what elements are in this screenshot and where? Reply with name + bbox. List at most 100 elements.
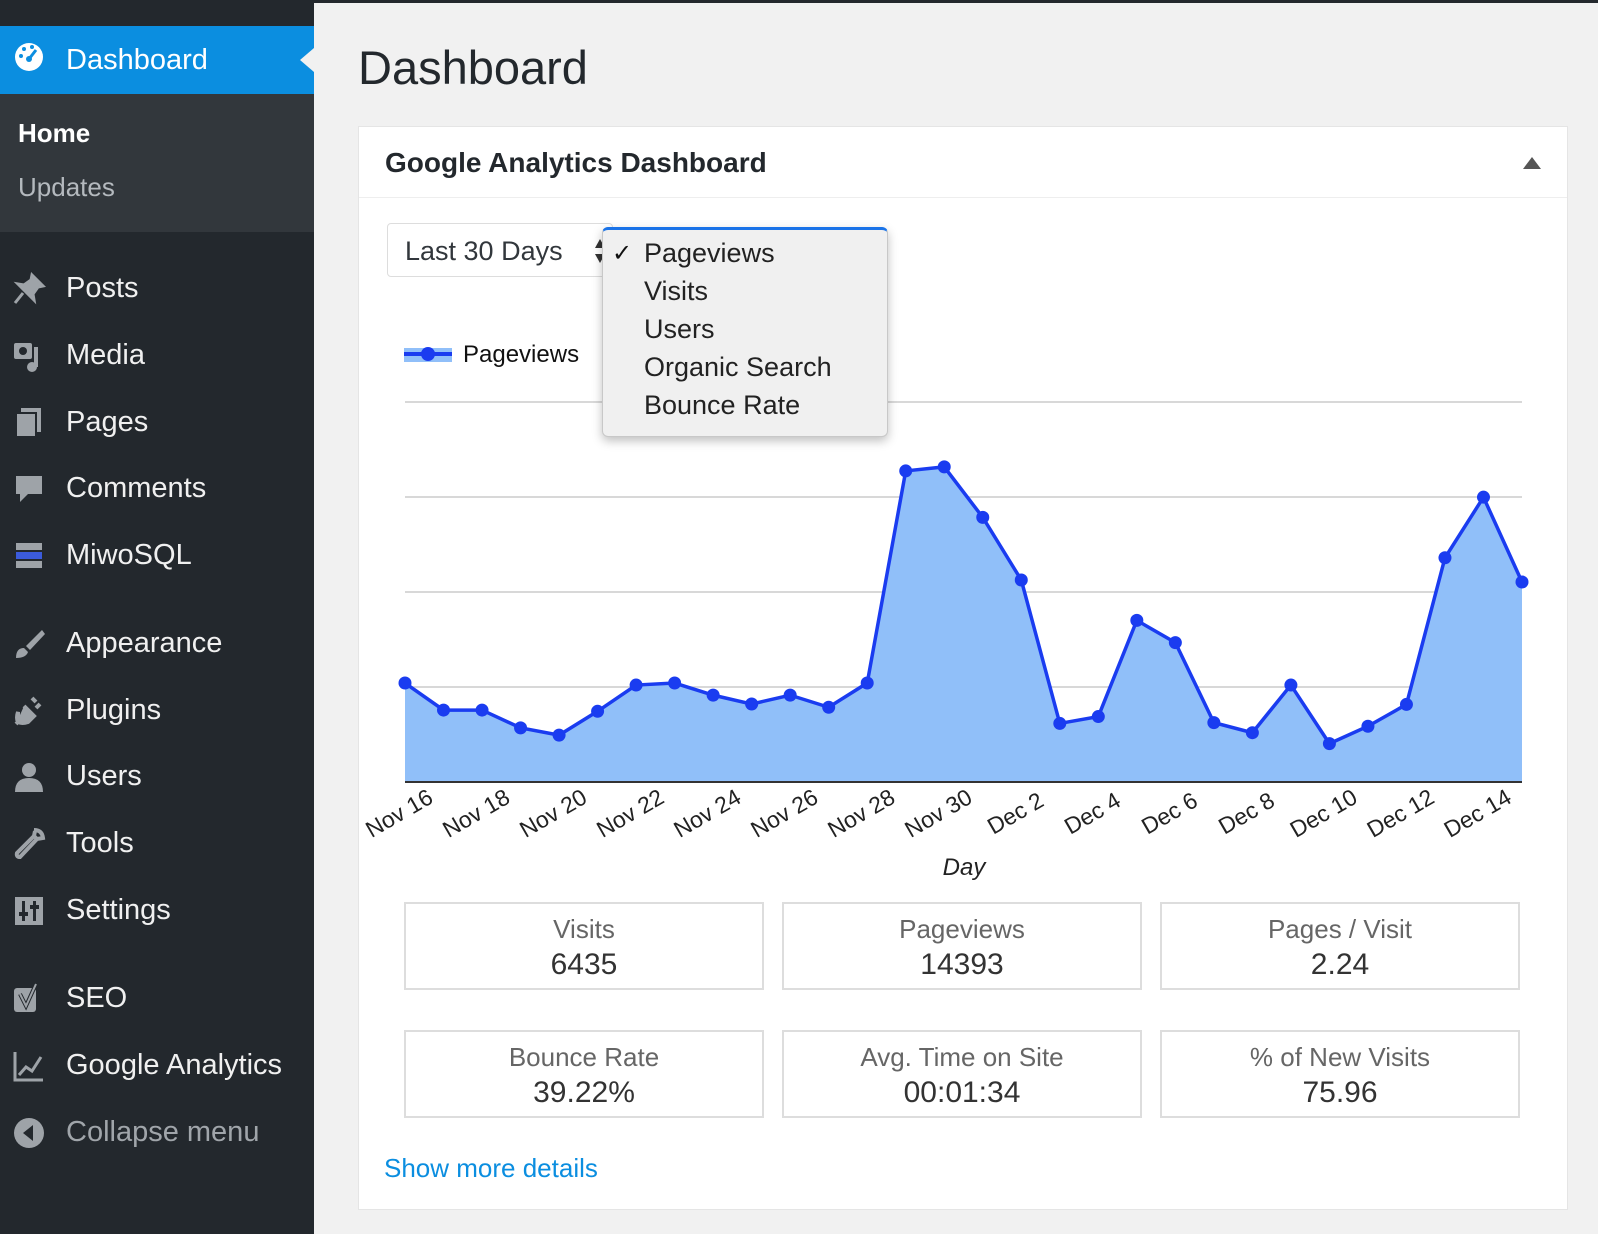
data-point xyxy=(514,721,528,735)
sidebar-item-label: Tools xyxy=(66,826,134,859)
data-point xyxy=(783,688,797,702)
stat-value: 39.22% xyxy=(533,1076,635,1109)
metric-option-organic-search[interactable]: Organic Search xyxy=(644,352,832,382)
stat-label: Pages / Visit xyxy=(1267,914,1413,944)
stat-pages-per-visit: Pages / Visit 2.24 xyxy=(1160,902,1520,990)
sidebar-item-settings[interactable]: Settings xyxy=(0,880,314,940)
sidebar-item-label: Plugins xyxy=(66,693,162,726)
x-tick-label: Dec 14 xyxy=(1439,783,1515,842)
database-icon xyxy=(16,543,42,568)
sidebar-item-posts[interactable]: Posts xyxy=(0,258,314,318)
metric-option-users[interactable]: Users xyxy=(644,314,715,344)
metric-dropdown-menu[interactable]: ✓ Pageviews Visits Users Organic Search … xyxy=(602,227,888,437)
sidebar-item-label: Settings xyxy=(66,893,171,926)
sidebar-item-label: Media xyxy=(66,338,145,371)
sidebar-item-label: Posts xyxy=(66,271,139,304)
x-tick-label: Dec 10 xyxy=(1285,784,1361,843)
submenu-item-home[interactable]: Home xyxy=(18,118,91,148)
sidebar-item-google-analytics[interactable]: Google Analytics xyxy=(0,1035,314,1095)
user-icon xyxy=(15,763,43,792)
data-point xyxy=(1168,636,1182,650)
stat-visits: Visits 6435 xyxy=(404,902,764,990)
data-point xyxy=(1361,719,1375,733)
x-tick-label: Dec 12 xyxy=(1362,784,1438,843)
stat-new-visits: % of New Visits 75.96 xyxy=(1160,1030,1520,1118)
x-axis-title: Day xyxy=(943,854,988,881)
sidebar-item-label: Appearance xyxy=(66,626,223,659)
data-point xyxy=(1284,678,1298,692)
x-tick-label: Nov 16 xyxy=(361,784,437,843)
stat-avg-time-on-site: Avg. Time on Site 00:01:34 xyxy=(782,1030,1142,1118)
data-point xyxy=(1130,613,1144,627)
data-point xyxy=(976,510,990,524)
sidebar-item-tools[interactable]: Tools xyxy=(0,813,314,873)
pushpin-icon xyxy=(13,272,46,305)
data-point xyxy=(1207,716,1221,730)
data-point xyxy=(1515,575,1529,589)
gauge-icon xyxy=(15,43,43,71)
stat-value: 14393 xyxy=(920,948,1004,981)
collapse-icon xyxy=(14,1118,44,1148)
data-point xyxy=(668,676,682,690)
series-line-pageviews xyxy=(403,465,1524,746)
metric-option-visits[interactable]: Visits xyxy=(644,276,709,306)
period-select-value: Last 30 Days xyxy=(405,236,563,266)
sidebar-item-label: SEO xyxy=(66,981,128,1014)
data-point xyxy=(860,676,874,690)
panel-header: Google Analytics Dashboard xyxy=(359,127,1567,198)
checkmark-icon: ✓ xyxy=(612,240,633,267)
toggle-panel-icon[interactable] xyxy=(1523,157,1541,169)
data-point xyxy=(475,703,489,717)
sidebar-item-label: MiwoSQL xyxy=(66,538,192,571)
x-tick-label: Dec 8 xyxy=(1214,787,1279,840)
stat-pageviews: Pageviews 14393 xyxy=(782,902,1142,990)
stat-value: 6435 xyxy=(550,948,618,981)
data-point xyxy=(1053,716,1067,730)
sidebar-item-users[interactable]: Users xyxy=(0,746,314,806)
data-point xyxy=(822,700,836,714)
sidebar-item-plugins[interactable]: Plugins xyxy=(0,680,314,740)
wrench-icon xyxy=(14,828,46,860)
data-point xyxy=(899,464,913,478)
comment-icon xyxy=(16,476,42,502)
data-point xyxy=(1476,490,1490,504)
sidebar-item-comments[interactable]: Comments xyxy=(0,458,314,518)
data-point xyxy=(1322,737,1336,751)
x-tick-label: Nov 20 xyxy=(515,784,591,843)
sidebar-item-appearance[interactable]: Appearance xyxy=(0,613,314,673)
sidebar-item-seo[interactable]: SEO xyxy=(0,968,314,1028)
data-point xyxy=(1091,710,1105,724)
sidebar-item-label: Dashboard xyxy=(66,43,208,76)
sidebar-item-media[interactable]: Media xyxy=(0,325,314,385)
sidebar-item-label: Collapse menu xyxy=(66,1115,260,1148)
data-point xyxy=(1438,551,1452,565)
plug-icon xyxy=(14,696,42,726)
pages-icon xyxy=(15,408,41,438)
panel-title: Google Analytics Dashboard xyxy=(385,147,767,178)
x-tick-label: Dec 4 xyxy=(1060,787,1125,840)
metric-option-pageviews[interactable]: Pageviews xyxy=(644,238,775,268)
legend-marker xyxy=(421,347,435,361)
data-point xyxy=(591,704,605,718)
period-select[interactable]: Last 30 Days xyxy=(387,223,613,277)
data-point xyxy=(1399,697,1413,711)
top-strip xyxy=(0,0,1598,3)
collapse-menu-button[interactable]: Collapse menu xyxy=(0,1102,314,1162)
sidebar-item-label: Comments xyxy=(66,471,207,504)
sliders-icon xyxy=(15,897,43,925)
submenu-item-updates[interactable]: Updates xyxy=(18,172,115,202)
seo-icon xyxy=(14,983,38,1012)
dashboard-submenu: Home Updates xyxy=(0,94,314,232)
sidebar-item-miwosql[interactable]: MiwoSQL xyxy=(0,525,314,585)
metric-option-bounce-rate[interactable]: Bounce Rate xyxy=(644,390,801,420)
page-title: Dashboard xyxy=(358,41,588,94)
x-tick-label: Dec 2 xyxy=(983,787,1048,840)
x-tick-label: Nov 24 xyxy=(669,783,745,842)
stat-label: Pageviews xyxy=(899,914,1025,944)
data-point xyxy=(629,678,643,692)
show-more-details-link[interactable]: Show more details xyxy=(384,1153,598,1183)
legend-label: Pageviews xyxy=(463,341,579,368)
sidebar-item-pages[interactable]: Pages xyxy=(0,392,314,452)
sidebar-item-dashboard[interactable]: Dashboard xyxy=(0,26,314,94)
data-point xyxy=(1014,573,1028,587)
